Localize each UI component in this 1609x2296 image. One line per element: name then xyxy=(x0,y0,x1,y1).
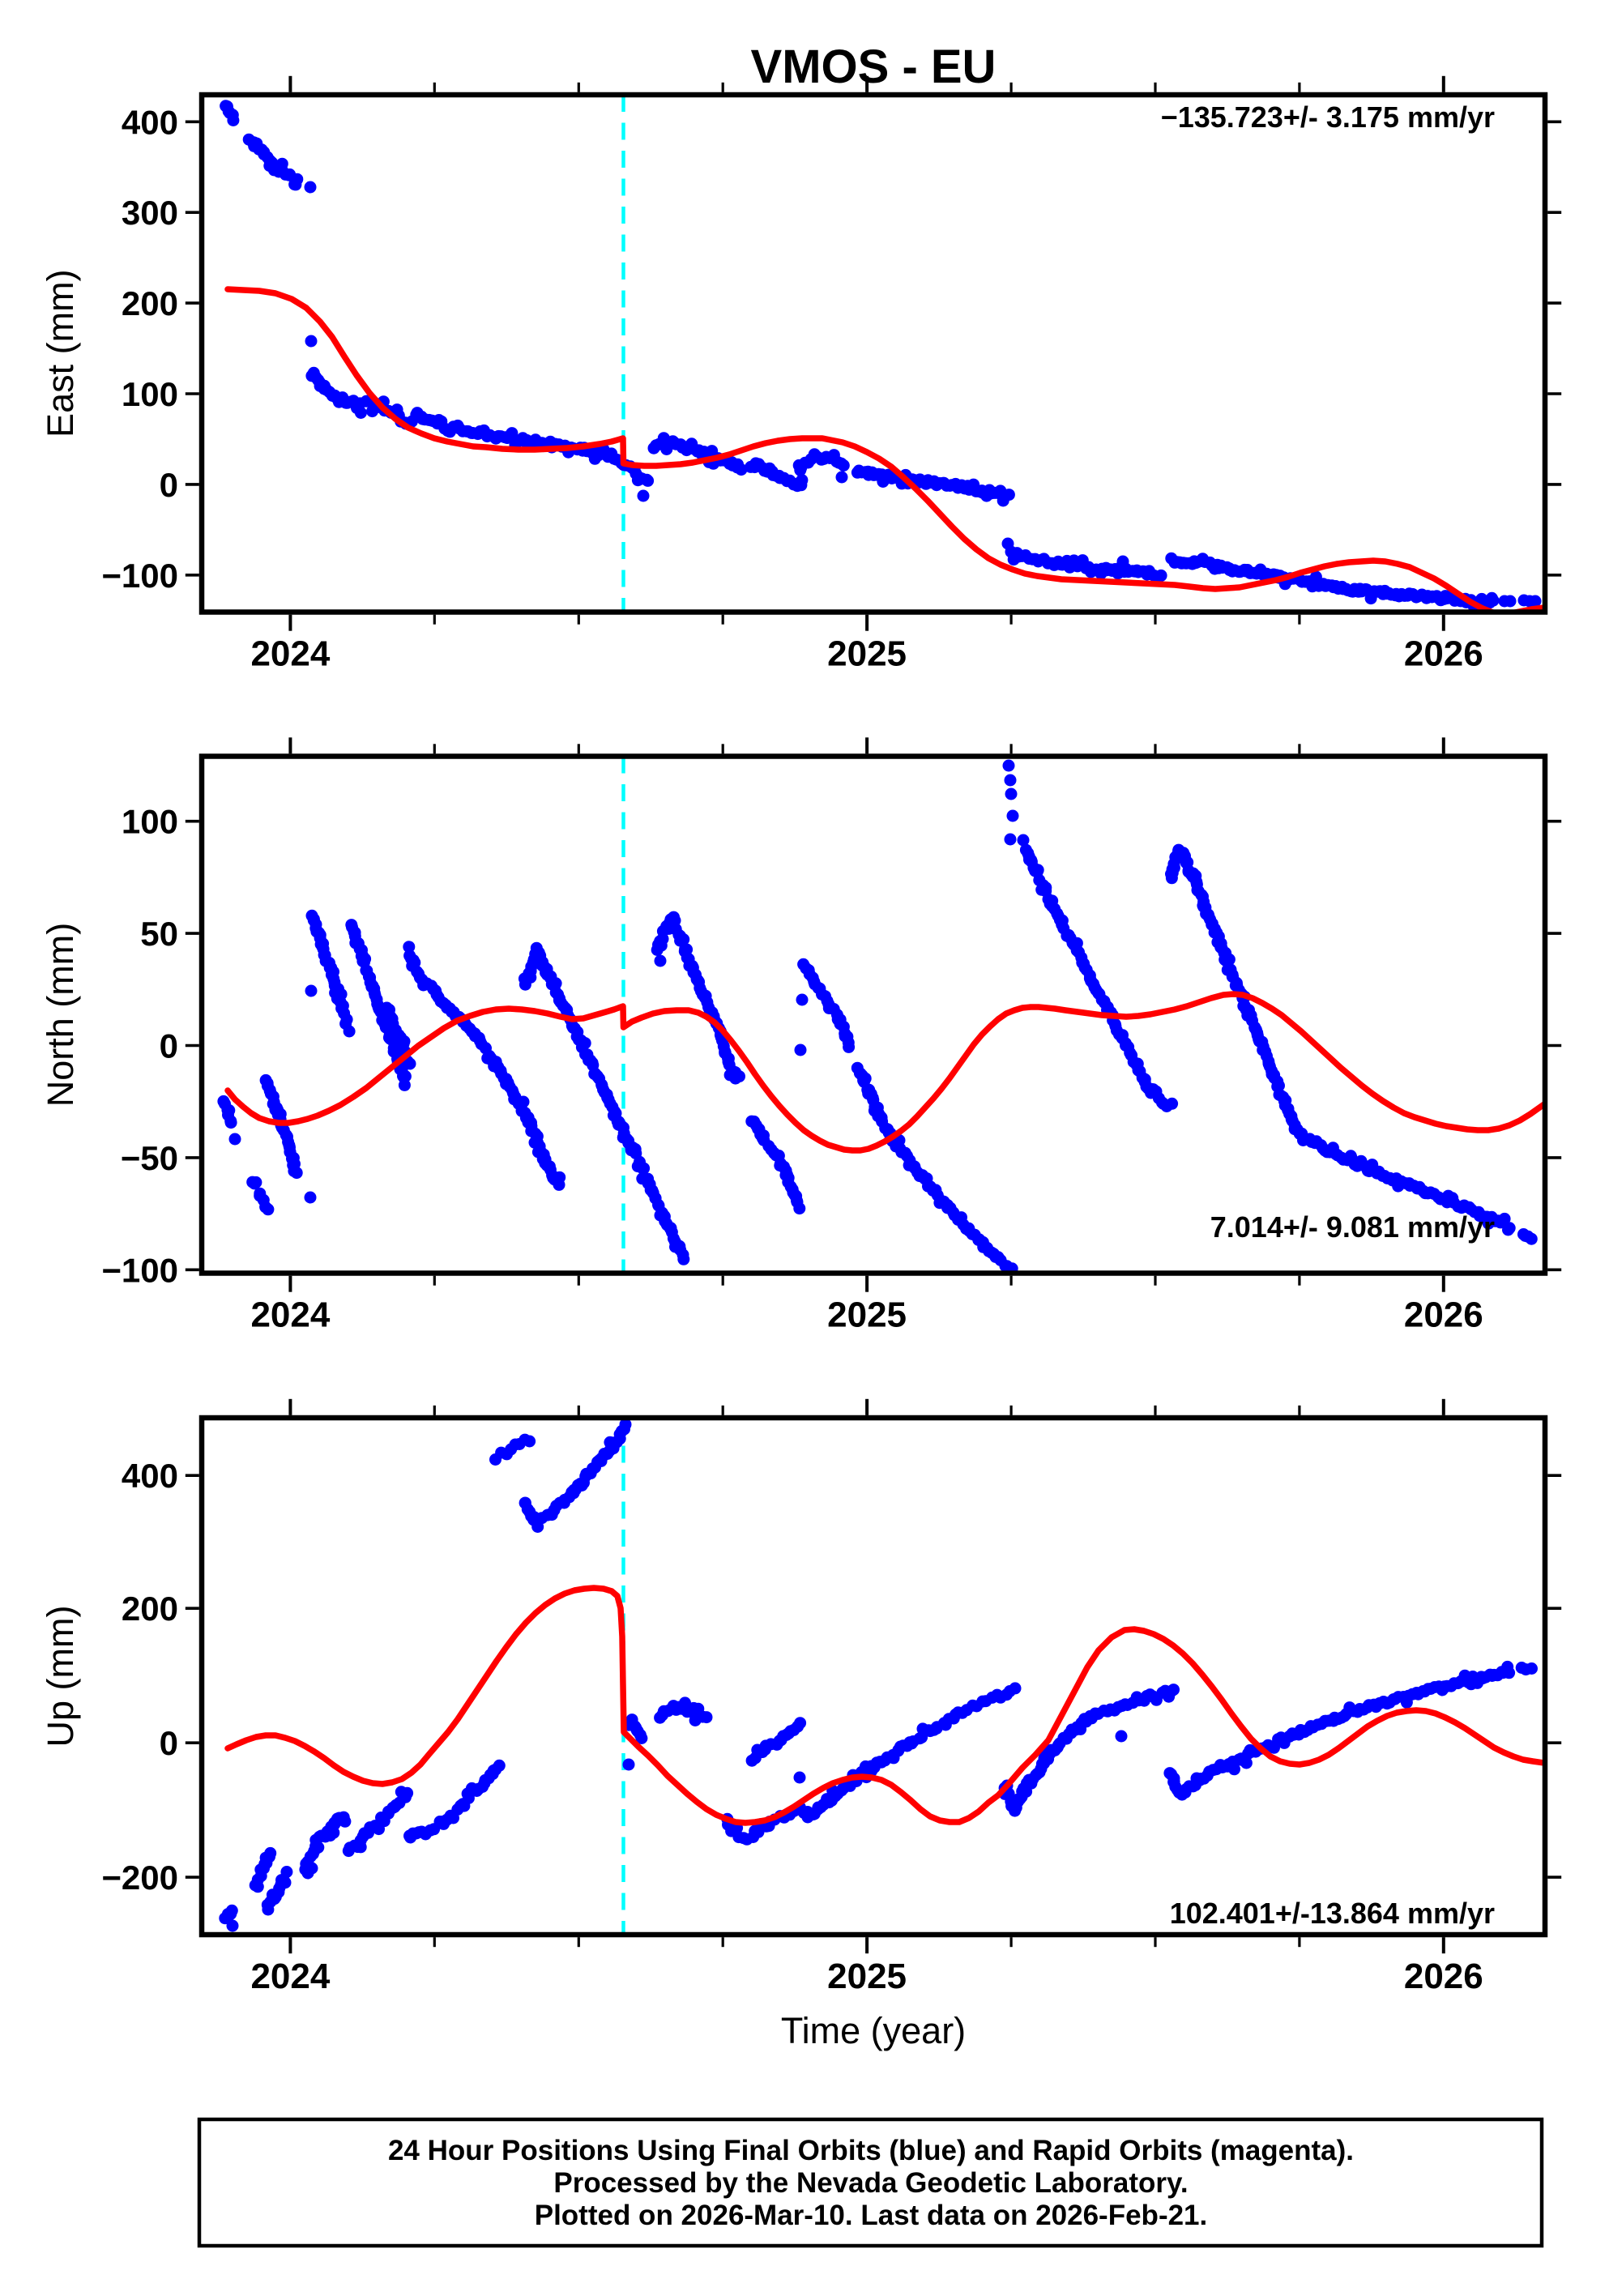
svg-text:−50: −50 xyxy=(121,1139,178,1177)
svg-text:24 Hour Positions Using Final: 24 Hour Positions Using Final Orbits (bl… xyxy=(388,2135,1354,2166)
svg-text:100: 100 xyxy=(122,375,178,413)
svg-text:0: 0 xyxy=(160,1027,178,1065)
svg-text:7.014+/- 9.081 mm/yr: 7.014+/- 9.081 mm/yr xyxy=(1210,1210,1495,1244)
svg-text:East (mm): East (mm) xyxy=(40,269,81,437)
svg-text:200: 200 xyxy=(122,1590,178,1628)
svg-text:Processed by the Nevada Geodet: Processed by the Nevada Geodetic Laborat… xyxy=(553,2167,1188,2199)
svg-text:Up (mm): Up (mm) xyxy=(40,1606,81,1748)
svg-text:−135.723+/- 3.175 mm/yr: −135.723+/- 3.175 mm/yr xyxy=(1161,100,1495,134)
svg-text:North (mm): North (mm) xyxy=(40,923,81,1107)
svg-text:2024: 2024 xyxy=(250,1957,330,1996)
svg-text:Plotted on 2026-Mar-10. Last d: Plotted on 2026-Mar-10. Last data on 202… xyxy=(535,2200,1208,2231)
svg-text:2025: 2025 xyxy=(827,1295,907,1335)
svg-text:2026: 2026 xyxy=(1404,1957,1483,1996)
svg-text:2026: 2026 xyxy=(1404,1295,1483,1335)
svg-text:0: 0 xyxy=(160,466,178,504)
svg-text:0: 0 xyxy=(160,1724,178,1762)
svg-text:300: 300 xyxy=(122,194,178,232)
svg-text:2024: 2024 xyxy=(250,1295,330,1335)
svg-text:−200: −200 xyxy=(101,1859,178,1897)
svg-text:−100: −100 xyxy=(101,1251,178,1289)
svg-text:−100: −100 xyxy=(101,557,178,595)
svg-text:200: 200 xyxy=(122,284,178,322)
svg-text:102.401+/-13.864 mm/yr: 102.401+/-13.864 mm/yr xyxy=(1170,1897,1495,1930)
svg-text:2025: 2025 xyxy=(827,1957,907,1996)
svg-text:400: 400 xyxy=(122,1457,178,1495)
svg-text:50: 50 xyxy=(140,915,178,953)
svg-text:VMOS - EU: VMOS - EU xyxy=(751,41,997,93)
svg-text:2025: 2025 xyxy=(827,634,907,674)
svg-text:2026: 2026 xyxy=(1404,634,1483,674)
svg-text:400: 400 xyxy=(122,103,178,141)
svg-text:2024: 2024 xyxy=(250,634,330,674)
svg-text:Time (year): Time (year) xyxy=(781,2010,966,2051)
svg-text:100: 100 xyxy=(122,803,178,841)
